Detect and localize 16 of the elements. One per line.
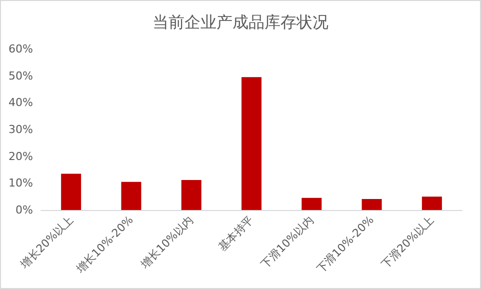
y-tick-label: 50%	[8, 69, 33, 82]
bar	[121, 182, 142, 210]
bar	[362, 199, 382, 210]
bar	[61, 174, 82, 210]
bar	[181, 180, 202, 210]
bar	[422, 196, 442, 210]
bar	[302, 198, 322, 210]
x-tick-label: 基本持平	[216, 213, 256, 254]
y-tick-label: 10%	[8, 176, 33, 190]
y-tick-label: 0%	[16, 204, 33, 216]
y-tick-label: 60%	[8, 42, 33, 56]
y-tick-label: 30%	[8, 123, 33, 136]
y-tick-label: 20%	[8, 150, 33, 163]
chart-title: 当前企业产成品库存状况	[152, 12, 328, 32]
y-tick-label: 40%	[8, 96, 33, 110]
bar	[242, 77, 262, 210]
